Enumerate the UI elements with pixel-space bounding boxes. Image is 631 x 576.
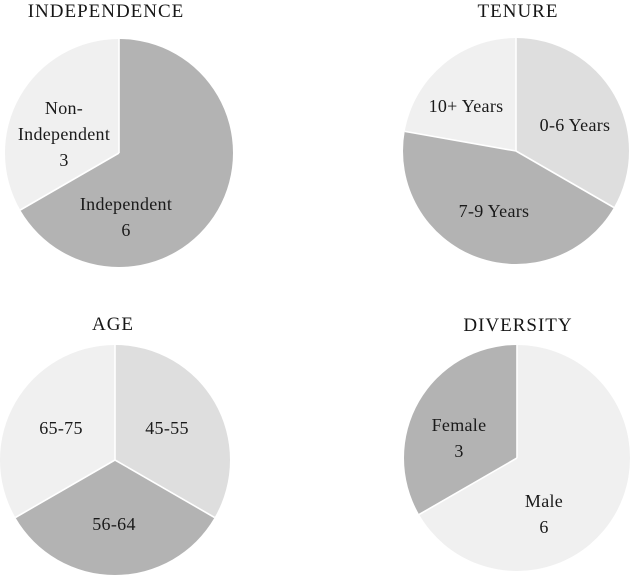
chart-title-age: AGE: [91, 314, 135, 335]
slice-separator: [404, 130, 517, 152]
pie-slice-label-65-75: 65-75: [39, 418, 83, 438]
pie-slice-non-independent: [4, 39, 119, 210]
slice-separator: [15, 459, 116, 519]
diversity-pie: [404, 345, 631, 571]
pie-slice-45-55: [115, 345, 230, 518]
pie-slice-7-9-years: [403, 131, 614, 264]
tenure-pie: [403, 38, 629, 264]
pie-slice-label-independent: Independent 6: [79, 194, 173, 240]
pie-slice-0-6-years: [516, 38, 629, 208]
pie-slice-label-45-55: 45-55: [145, 418, 189, 438]
slice-separator: [114, 459, 215, 519]
pie-slice-label-non-independent: Non- Independent 3: [17, 98, 111, 170]
pie-slice-56-64: [15, 460, 215, 575]
age-pie: [0, 345, 230, 575]
slice-separator: [515, 150, 615, 209]
slice-separator: [19, 152, 120, 211]
pie-slice-65-75: [0, 345, 115, 518]
chart-title-independence: INDEPENDENCE: [27, 1, 185, 22]
chart-title-tenure: TENURE: [477, 1, 559, 22]
chart-title-diversity: DIVERSITY: [463, 315, 573, 336]
pie-slice-label-0-6-years: 0-6 Years: [539, 115, 611, 135]
pie-slice-label-female: Female 3: [431, 415, 487, 461]
pie-slice-label-10-years: 10+ Years: [428, 96, 504, 116]
pie-slice-male: [419, 345, 631, 571]
pie-slice-independent: [20, 39, 233, 267]
pie-slice-label-7-9-years: 7-9 Years: [458, 201, 530, 221]
independence-pie: [4, 39, 233, 267]
pie-slice-10-years: [404, 38, 516, 151]
pie-slice-label-56-64: 56-64: [92, 514, 136, 534]
slice-separator: [418, 457, 518, 516]
pie-slice-female: [404, 345, 517, 515]
pie-slice-label-male: Male 6: [524, 491, 564, 537]
